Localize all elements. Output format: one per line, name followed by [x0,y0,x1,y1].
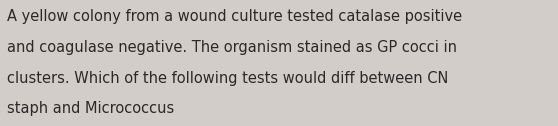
Text: and coagulase negative. The organism stained as GP cocci in: and coagulase negative. The organism sta… [7,40,457,55]
Text: clusters. Which of the following tests would diff between CN: clusters. Which of the following tests w… [7,71,449,86]
Text: A yellow colony from a wound culture tested catalase positive: A yellow colony from a wound culture tes… [7,9,463,24]
Text: staph and Micrococcus: staph and Micrococcus [7,101,175,116]
